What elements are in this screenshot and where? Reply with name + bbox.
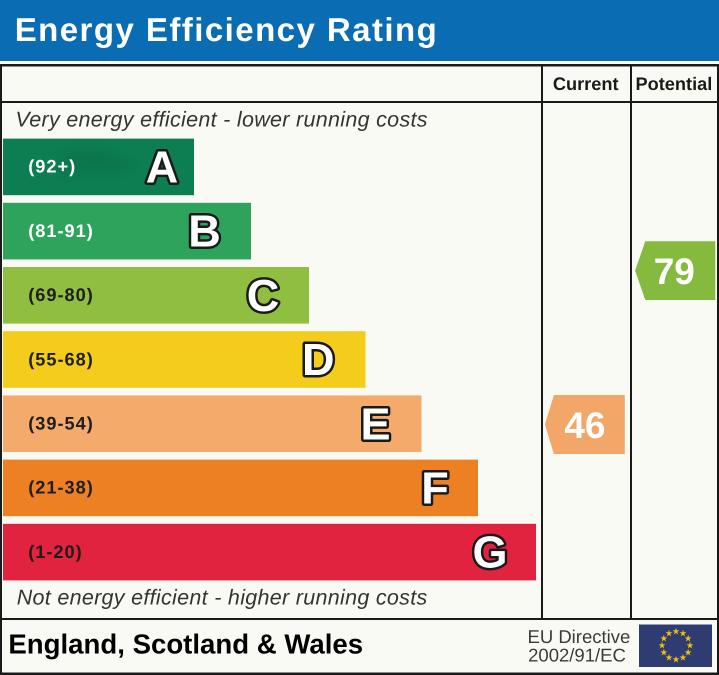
svg-text:Potential: Potential: [635, 74, 712, 94]
svg-text:(1-20): (1-20): [28, 542, 83, 562]
svg-text:(69-80): (69-80): [28, 285, 94, 305]
svg-text:(81-91): (81-91): [28, 221, 94, 241]
svg-text:A: A: [146, 142, 179, 193]
svg-text:(92+): (92+): [28, 157, 76, 177]
svg-text:46: 46: [564, 405, 605, 446]
svg-text:(21-38): (21-38): [28, 478, 94, 498]
svg-text:2002/91/EC: 2002/91/EC: [528, 644, 626, 665]
svg-text:F: F: [421, 463, 449, 514]
svg-text:C: C: [247, 270, 280, 321]
svg-text:E: E: [360, 398, 390, 449]
svg-text:EU Directive: EU Directive: [527, 626, 630, 647]
svg-text:Energy Efficiency Rating: Energy Efficiency Rating: [15, 11, 439, 48]
svg-text:G: G: [472, 527, 507, 578]
svg-text:Current: Current: [553, 74, 619, 94]
svg-text:England, Scotland & Wales: England, Scotland & Wales: [8, 628, 363, 659]
svg-text:Not energy efficient - higher: Not energy efficient - higher running co…: [17, 585, 428, 609]
svg-text:(55-68): (55-68): [28, 349, 94, 369]
svg-text:(39-54): (39-54): [28, 414, 94, 434]
svg-text:D: D: [302, 334, 335, 385]
svg-text:79: 79: [654, 251, 695, 292]
svg-text:B: B: [188, 206, 221, 257]
svg-text:Very energy efficient - lower: Very energy efficient - lower running co…: [15, 108, 427, 132]
